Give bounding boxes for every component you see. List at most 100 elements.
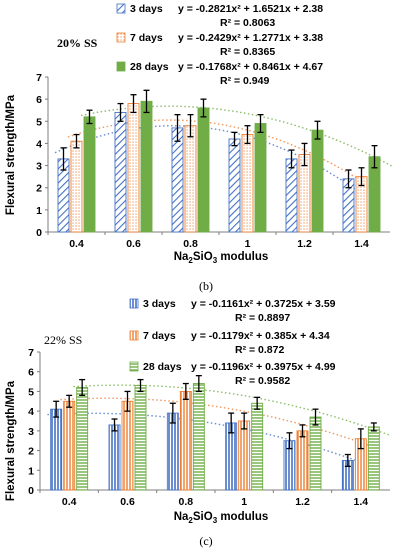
chart-marks: 0 1 2 3 4 5 6 7 0.4 0.6 0.8 1 1.2 1.4 bbox=[28, 347, 392, 508]
trendline-r2: R² = 0.8897 bbox=[235, 312, 290, 324]
bar bbox=[311, 129, 324, 233]
panel-label: (c) bbox=[199, 534, 212, 548]
y-tick-label: 2 bbox=[36, 183, 42, 195]
legend-label: 3 days bbox=[143, 298, 176, 310]
trendline-equation: y = -0.2821x² + 1.6521x + 2.38 bbox=[178, 3, 323, 15]
bar bbox=[121, 400, 134, 491]
x-axis-title-sub3: 3 bbox=[213, 256, 218, 265]
trendline-r2: R² = 0.949 bbox=[220, 75, 269, 87]
x-tick-label: 0.4 bbox=[62, 496, 77, 508]
x-tick-label: 1 bbox=[241, 496, 247, 508]
legend-item-7-days: 7 days y = -0.2429x² + 1.2771x + 3.38 R²… bbox=[116, 32, 323, 58]
x-axis-title-modulus: modulus bbox=[217, 511, 268, 523]
x-axis-title-na: Na bbox=[174, 251, 189, 263]
x-tick-label: 1.2 bbox=[295, 496, 310, 508]
bar bbox=[70, 140, 83, 233]
x-tick-label: 0.6 bbox=[126, 238, 141, 250]
trendline-r2: R² = 0.9582 bbox=[235, 375, 290, 387]
bar bbox=[63, 400, 76, 491]
y-tick-label: 6 bbox=[28, 367, 34, 379]
y-axis-title: Flexural strength/MPa bbox=[5, 94, 17, 215]
y-tick-label: 2 bbox=[28, 446, 34, 458]
chart-marks: 0 1 2 3 4 5 6 7 0.4 0.6 0.8 1 1.2 1.4 bbox=[36, 72, 392, 250]
annotation-ss: 20% SS bbox=[57, 36, 98, 50]
bar bbox=[140, 100, 153, 233]
bar bbox=[228, 138, 241, 233]
bar bbox=[83, 116, 96, 233]
x-tick-label: 0.4 bbox=[69, 238, 84, 250]
trendline-r2: R² = 0.8063 bbox=[220, 17, 275, 29]
panel-label: (b) bbox=[199, 279, 213, 293]
annotation-ss: 22% SS bbox=[44, 333, 82, 347]
x-axis-title-sub3: 3 bbox=[213, 516, 218, 525]
trendline-equation: y = -0.1768x² + 0.8461x + 4.67 bbox=[178, 61, 323, 73]
legend-swatch bbox=[116, 61, 126, 72]
bar bbox=[166, 412, 179, 491]
trendline-equation: y = -0.1196x² + 0.3975x + 4.99 bbox=[191, 361, 336, 373]
x-tick-label: 0.6 bbox=[120, 496, 135, 508]
legend-item-3-days: 3 days y = -0.1161x² + 0.3725x + 3.59 R²… bbox=[129, 298, 336, 324]
x-tick-label: 1 bbox=[245, 238, 251, 250]
x-axis-title: Na2SiO3 modulus bbox=[174, 511, 269, 525]
legend-item-7-days: 7 days y = -0.1179x² + 0.385x + 4.34 R² … bbox=[129, 330, 330, 356]
bar bbox=[127, 103, 140, 233]
legend-label: 28 days bbox=[130, 61, 169, 73]
bar bbox=[134, 385, 147, 491]
x-axis-title-sio: SiO bbox=[193, 251, 213, 263]
legend-label: 3 days bbox=[130, 3, 163, 15]
bar bbox=[254, 123, 267, 233]
y-tick-label: 4 bbox=[28, 406, 34, 418]
legend-label: 28 days bbox=[143, 361, 182, 373]
bar bbox=[114, 111, 127, 233]
trendline-equation: y = -0.1179x² + 0.385x + 4.34 bbox=[191, 330, 330, 342]
legend-item-28-days: 28 days y = -0.1196x² + 0.3975x + 4.99 R… bbox=[129, 361, 336, 387]
x-axis-title-modulus: modulus bbox=[217, 251, 268, 263]
trendline bbox=[73, 384, 392, 437]
x-tick-label: 1.2 bbox=[297, 238, 312, 250]
bar bbox=[179, 390, 192, 491]
legend-item-28-days: 28 days y = -0.1768x² + 0.8461x + 4.67 R… bbox=[116, 61, 323, 87]
y-tick-label: 5 bbox=[36, 116, 42, 128]
bar bbox=[76, 387, 89, 491]
chart-panel-b: 0 1 2 3 4 5 6 7 0.4 0.6 0.8 1 1.2 1.4 3 days y = -0.2… bbox=[5, 3, 392, 293]
bar bbox=[309, 416, 322, 491]
y-tick-label: 4 bbox=[36, 138, 42, 150]
y-tick-label: 3 bbox=[36, 161, 42, 173]
y-tick-label: 7 bbox=[36, 72, 42, 84]
legend-swatch bbox=[129, 330, 139, 341]
legend-swatch bbox=[116, 32, 126, 43]
bar bbox=[50, 408, 63, 491]
bar bbox=[251, 402, 264, 491]
trendline bbox=[60, 397, 379, 450]
x-axis-title-sio: SiO bbox=[193, 511, 213, 523]
bar bbox=[238, 420, 251, 491]
y-tick-label: 0 bbox=[36, 227, 42, 239]
legend-swatch bbox=[129, 298, 139, 309]
legend-swatch bbox=[129, 361, 139, 372]
y-axis-title: Flexural strength/MPa bbox=[5, 380, 17, 501]
bar bbox=[192, 383, 205, 491]
chart-legend: 3 days y = -0.2821x² + 1.6521x + 2.38 R²… bbox=[116, 3, 323, 87]
x-tick-label: 1.4 bbox=[354, 238, 369, 250]
chart-panel-c: 0 1 2 3 4 5 6 7 0.4 0.6 0.8 1 1.2 1.4 3 days y = -0.1… bbox=[5, 298, 392, 548]
y-tick-label: 6 bbox=[36, 94, 42, 106]
y-tick-label: 0 bbox=[28, 485, 34, 497]
legend-label: 7 days bbox=[143, 330, 176, 342]
bar bbox=[241, 134, 254, 233]
bar bbox=[184, 125, 197, 233]
x-tick-label: 1.4 bbox=[354, 496, 369, 508]
legend-label: 7 days bbox=[130, 32, 163, 44]
bar bbox=[197, 107, 210, 233]
bar bbox=[108, 424, 121, 491]
bar bbox=[285, 158, 298, 233]
trendline-equation: y = -0.1161x² + 0.3725x + 3.59 bbox=[191, 298, 336, 310]
bar bbox=[296, 430, 309, 491]
x-axis-title: Na2SiO3 modulus bbox=[174, 251, 269, 265]
chart-legend: 3 days y = -0.1161x² + 0.3725x + 3.59 R²… bbox=[129, 298, 336, 387]
x-axis-title-sub2: 2 bbox=[188, 516, 193, 525]
trendline-r2: R² = 0.872 bbox=[235, 344, 284, 356]
bar bbox=[367, 426, 380, 491]
y-tick-label: 1 bbox=[36, 205, 42, 217]
x-axis-title-sub2: 2 bbox=[188, 256, 193, 265]
